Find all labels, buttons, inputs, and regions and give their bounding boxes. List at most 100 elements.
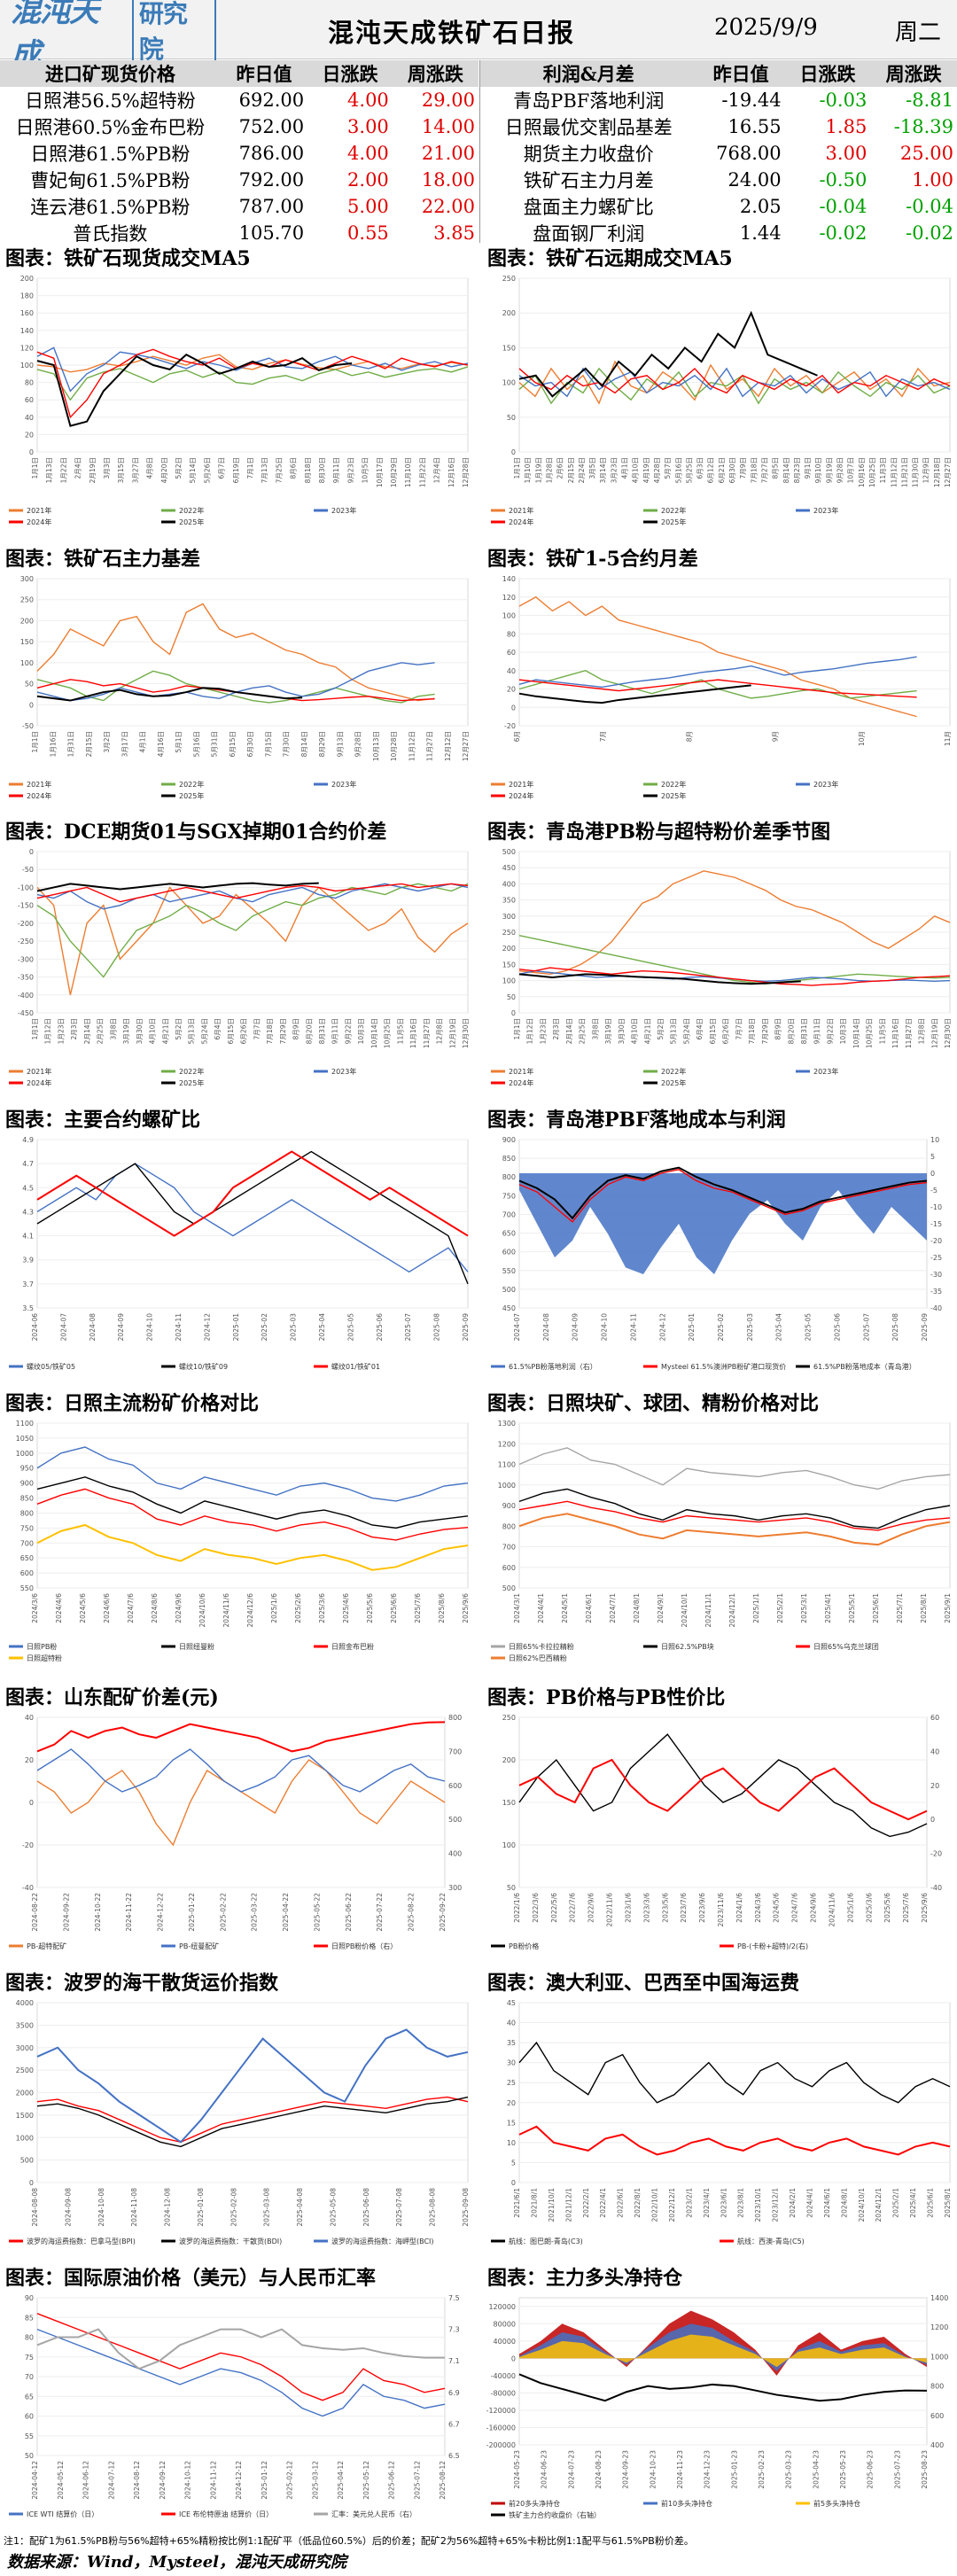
x-tick-label: 4月8日: [146, 457, 154, 479]
x-tick-label: 3月8日: [109, 1018, 117, 1040]
x-tick-label: 11月16日: [891, 1018, 899, 1048]
x-tick-label: 2024/7/1: [609, 1593, 617, 1623]
cell-name: 日照港56.5%超特粉: [25, 90, 196, 112]
y-tick-label: 5: [511, 2159, 516, 2167]
x-tick-label: 4月21日: [161, 1018, 169, 1044]
x-tick-label: 2025-05: [805, 1313, 813, 1342]
x-tick-label: 2025-03-22: [251, 1893, 259, 1932]
x-tick-label: 2024-08-08: [31, 2188, 39, 2227]
x-tick-label: 7月29日: [279, 1018, 287, 1044]
y-tick-label: 450: [502, 864, 516, 872]
series-line: [518, 870, 951, 976]
y2-tick-label: 7.5: [448, 2294, 460, 2302]
chart-title: 图表：PB价格与PB性价比: [487, 1686, 726, 1709]
legend-label: 2021年: [27, 1067, 51, 1076]
y-tick-label: 0: [29, 848, 34, 856]
chart-title: 图表：国际原油价格（美元）与人民币汇率: [5, 2267, 377, 2290]
series-line: [36, 1721, 446, 1753]
chart-title: 图表：青岛港PB粉与超特粉价差季节图: [487, 821, 831, 844]
series-line: [518, 2373, 928, 2402]
column-header: 昨日值: [712, 63, 769, 85]
y-tick-label: -250: [18, 938, 34, 946]
x-tick-label: 5月13日: [188, 1018, 196, 1044]
legend-label: 2021年: [509, 506, 533, 515]
y2-tick-label: -10: [930, 1203, 942, 1211]
cell-week: 14.00: [421, 116, 475, 137]
x-tick-label: 2025/2/1: [892, 2188, 900, 2218]
legend-label: 波罗的海运费指数：巴拿马型(BPI): [27, 2237, 136, 2245]
cell-name: 盘面主力螺矿比: [523, 197, 654, 218]
x-tick-label: 2024-10-23: [649, 2450, 657, 2489]
y2-tick-label: 400: [448, 1850, 462, 1858]
y-tick-label: 700: [20, 1539, 34, 1547]
x-tick-label: 2021/6/1: [513, 2188, 521, 2218]
series-line: [518, 1166, 928, 1220]
x-tick-label: 2月4日: [74, 457, 82, 479]
legend-label: 波罗的海运费指数：海岬型(BCI): [331, 2237, 434, 2245]
x-tick-label: 12月30日: [944, 1018, 952, 1048]
y-tick-label: 600: [502, 1564, 516, 1572]
y-tick-label: 4.3: [22, 1208, 34, 1216]
legend-label: 2025年: [661, 791, 686, 800]
legend-label: ICE 布伦特原油 结算价（日）: [179, 2510, 273, 2518]
x-tick-label: 12月8日: [436, 1018, 444, 1044]
x-tick-label: 3月8日: [591, 1018, 599, 1040]
x-tick-label: 11月: [944, 731, 952, 746]
y-tick-label: 1000: [498, 1482, 516, 1490]
series-line: [36, 1163, 469, 1273]
cell-value: 768.00: [716, 143, 782, 164]
y-tick-label: 850: [502, 1155, 516, 1163]
y2-tick-label: 10: [930, 1136, 939, 1144]
x-tick-label: 2023/2/1: [685, 2188, 693, 2218]
chart-title: 图表：澳大利亚、巴西至中国海运费: [487, 1972, 800, 1995]
legend-label: 螺纹05/铁矿05: [27, 1362, 75, 1371]
y-tick-label: 500: [502, 848, 516, 856]
series-line: [36, 883, 469, 910]
legend-label: 汇率：美元兑人民币（右）: [331, 2510, 416, 2518]
x-tick-label: 1月10日: [524, 457, 532, 483]
x-tick-label: 2月24日: [578, 457, 586, 483]
chart-panel: 图表：波罗的海干散货运价指数 0 500 1000 1500 2000 2500 3000 35…: [0, 1969, 475, 2257]
x-tick-label: 5月14日: [189, 457, 197, 483]
x-tick-label: 2024-11: [629, 1313, 637, 1342]
x-tick-label: 10月3日: [839, 1018, 847, 1044]
legend-label: 日照62.5%PB块: [661, 1642, 714, 1651]
x-tick-label: 11月27日: [423, 1018, 431, 1048]
y2-tick-label: 6.9: [448, 2389, 460, 2397]
x-tick-label: 7月1日: [246, 457, 254, 479]
x-tick-label: 2025-08-12: [439, 2461, 447, 2500]
legend-label: PB-纽曼配矿: [179, 1942, 219, 1950]
x-tick-label: 2月25日: [97, 1018, 105, 1044]
data-source: 数据来源：Wind，Mysteel，混沌天成研究院: [7, 2553, 346, 2572]
y-tick-label: -400: [18, 992, 34, 1000]
x-tick-label: 12月8日: [918, 1018, 926, 1044]
x-tick-label: 2025-06-12: [388, 2461, 396, 2500]
x-tick-label: 2月15日: [85, 731, 93, 757]
y-tick-label: 300: [20, 575, 34, 583]
series-line: [36, 883, 469, 903]
chart-panel: 图表：青岛港PB粉与超特粉价差季节图 0 50 100 150 200 250 300 350 4…: [482, 818, 957, 1098]
series-line: [518, 656, 917, 689]
series-line: [36, 2096, 469, 2144]
y2-tick-label: 700: [448, 1747, 462, 1755]
cell-name: 连云港61.5%PB粉: [30, 197, 191, 218]
x-tick-label: 2025-01: [688, 1313, 696, 1342]
y-tick-label: 650: [20, 1554, 34, 1562]
chart-panel: 图表：日照块矿、球团、精粉价格对比 500 600 700 800 900 1000 1100…: [482, 1389, 957, 1673]
y2-tick-label: -20: [930, 1237, 942, 1245]
x-tick-label: 2021/12/1: [564, 2188, 572, 2222]
legend-label: 2022年: [661, 780, 686, 789]
cell-week: -0.04: [906, 196, 953, 217]
y2-tick-label: -40: [930, 1304, 942, 1312]
x-tick-label: 2024/7/6: [791, 1893, 799, 1923]
y-tick-label: 850: [20, 1495, 34, 1503]
y-tick-label: 180: [20, 292, 34, 300]
x-tick-label: 11月22日: [418, 457, 426, 487]
chart-title: 图表：主要合约螺矿比: [5, 1109, 201, 1132]
y2-tick-label: 20: [930, 1782, 939, 1790]
x-tick-label: 2025-08: [433, 1313, 441, 1342]
y-tick-label: 1100: [16, 1420, 34, 1428]
x-tick-label: 9月11日: [813, 1018, 821, 1044]
cell-day: 5.00: [347, 196, 389, 217]
chart-svg: -50 0 50 100 150 200 250 300 1月1日 1月16日 1月31日 2月15日…: [9, 575, 470, 800]
